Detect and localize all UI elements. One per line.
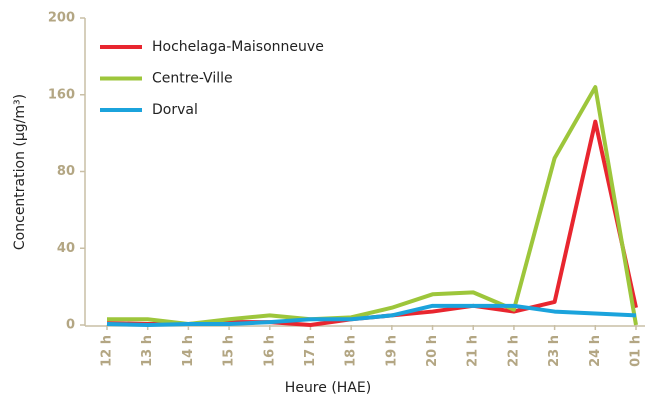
y-tick-label: 80 — [57, 164, 75, 179]
legend-label: Dorval — [152, 102, 198, 118]
x-tick-label: 24 h — [588, 335, 603, 367]
x-tick-label: 20 h — [425, 335, 440, 367]
x-tick-label: 15 h — [222, 335, 237, 367]
x-tick-label: 21 h — [466, 335, 481, 367]
x-tick-label: 22 h — [506, 335, 521, 367]
x-tick-label: 13 h — [140, 335, 155, 367]
x-tick-label: 17 h — [303, 335, 318, 367]
x-tick-label: 14 h — [181, 335, 196, 367]
y-axis-title: Concentration (µg/m³) — [12, 94, 28, 250]
y-tick-label: 40 — [57, 241, 75, 256]
x-tick-label: 23 h — [547, 335, 562, 367]
line — [106, 303, 637, 327]
x-tick-label: 01 h — [629, 335, 644, 367]
x-tick-label: 16 h — [262, 335, 277, 367]
x-tick-label: 12 h — [100, 335, 115, 367]
x-tick-label: 18 h — [344, 335, 359, 367]
legend-label: Centre-Ville — [152, 71, 233, 87]
x-axis-title: Heure (HAE) — [285, 380, 371, 396]
y-tick-label: 0 — [66, 318, 75, 333]
legend-label: Hochelaga-Maisonneuve — [152, 39, 324, 55]
y-tick-label: 200 — [48, 11, 75, 26]
x-tick-label: 19 h — [384, 335, 399, 367]
y-tick-label: 160 — [48, 87, 75, 102]
